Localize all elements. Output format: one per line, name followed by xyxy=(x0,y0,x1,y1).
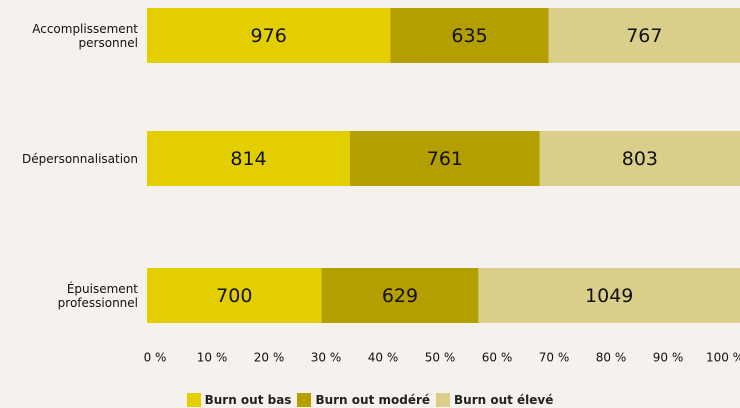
value-label: 803 xyxy=(622,148,658,170)
value-label: 1049 xyxy=(585,285,633,307)
legend-item: Burn out bas xyxy=(186,393,292,407)
bar-segment xyxy=(548,8,740,63)
x-tick-label: 20 % xyxy=(254,351,285,365)
category-label: Dépersonnalisation xyxy=(22,151,138,166)
value-label: 976 xyxy=(251,25,287,47)
value-label: 814 xyxy=(230,148,266,170)
bar-segment xyxy=(321,268,479,323)
bar-segment xyxy=(349,131,540,186)
value-label: 767 xyxy=(626,25,662,47)
x-tick-label: 70 % xyxy=(539,351,570,365)
x-tick-label: 50 % xyxy=(425,351,456,365)
value-label: 635 xyxy=(451,25,487,47)
x-tick-label: 60 % xyxy=(482,351,513,365)
bar-segment xyxy=(147,268,322,323)
value-label: 700 xyxy=(216,285,252,307)
x-tick-label: 0 % xyxy=(144,351,167,365)
legend-label: Burn out bas xyxy=(204,393,292,407)
legend-item: Burn out élevé xyxy=(436,393,553,407)
bar-segment xyxy=(390,8,549,63)
bar-segment xyxy=(478,268,740,323)
bar-segment xyxy=(539,131,740,186)
category-label: Accomplissement personnel xyxy=(32,21,138,50)
category-label: Épuisement professionnel xyxy=(57,281,138,310)
legend-label: Burn out élevé xyxy=(454,393,554,407)
value-label: 629 xyxy=(382,285,418,307)
legend: Burn out bas Burn out modéré Burn out élev… xyxy=(0,393,740,407)
bar-segment xyxy=(147,131,350,186)
value-label: 761 xyxy=(427,148,463,170)
bar-segment xyxy=(147,8,391,63)
x-tick-label: 10 % xyxy=(197,351,228,365)
legend-label: Burn out modéré xyxy=(315,393,431,407)
x-tick-label: 90 % xyxy=(653,351,684,365)
legend-swatch xyxy=(297,393,312,407)
legend-swatch xyxy=(186,393,201,407)
x-tick-label: 100 % xyxy=(706,351,740,365)
legend-swatch xyxy=(436,393,451,407)
x-tick-label: 80 % xyxy=(596,351,627,365)
x-tick-label: 40 % xyxy=(368,351,399,365)
chart: 976 635 767 814 761 803 700 629 1049 0 % 10 % 20 % 3… xyxy=(144,8,740,365)
x-tick-label: 30 % xyxy=(311,351,342,365)
legend-item: Burn out modéré xyxy=(297,393,430,407)
